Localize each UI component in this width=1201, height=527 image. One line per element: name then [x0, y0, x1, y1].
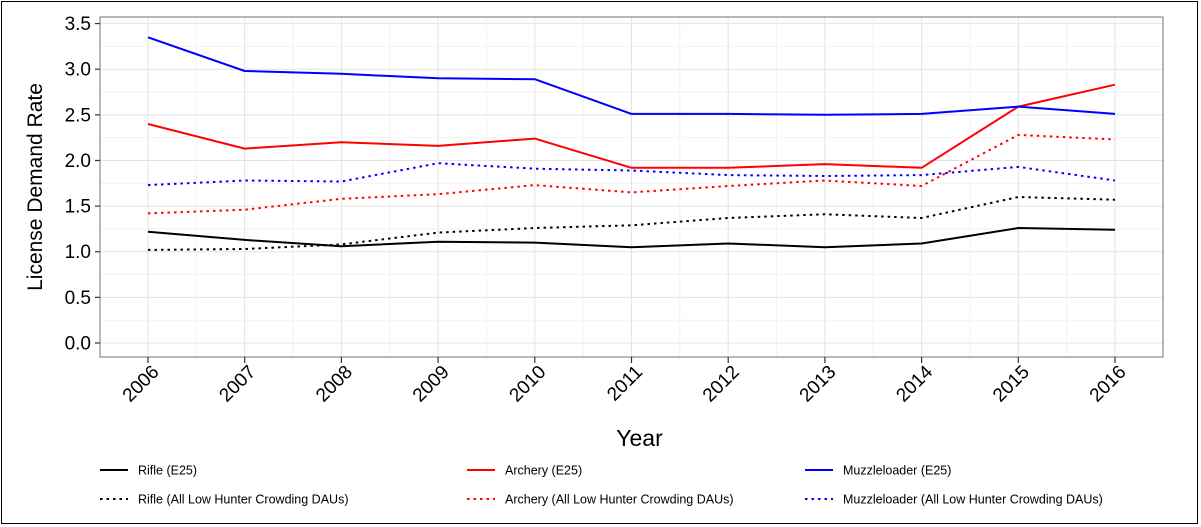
x-tick-label: 2012	[699, 362, 744, 407]
x-axis-label: Year	[616, 425, 663, 451]
x-tick-label: 2008	[312, 362, 357, 407]
legend-label-5: Muzzleloader (All Low Hunter Crowding DA…	[843, 493, 1103, 507]
y-tick-label: 3.5	[65, 14, 91, 35]
legend-label-3: Archery (All Low Hunter Crowding DAUs)	[505, 493, 734, 507]
series-line-5	[147, 162, 1116, 187]
x-tick-label: 2007	[215, 362, 260, 407]
series-line-0	[147, 227, 1116, 249]
x-tick-label: 2010	[506, 362, 551, 407]
x-tick-label: 2015	[989, 362, 1034, 407]
legend: Rifle (E25) Archery (E25) Muzzleloader (E2…	[100, 464, 1103, 507]
y-tick-label: 1.5	[65, 197, 91, 218]
y-tick-label: 1.0	[65, 242, 91, 263]
y-tick-label: 3.0	[65, 60, 91, 81]
x-tick-label: 2014	[892, 361, 937, 406]
x-tick-label: 2013	[796, 362, 841, 407]
series-line-2	[147, 83, 1116, 169]
y-tick-label: 0.0	[65, 334, 91, 355]
series-lines	[147, 36, 1116, 251]
y-axis-label: License Demand Rate	[24, 83, 47, 291]
y-tick-label: 2.5	[65, 105, 91, 126]
axes: 0.0 0.5 1.0 1.5 2.0 2.5 3.0 3.5 2006 2007 2008 2009…	[65, 14, 1131, 406]
y-tick-label: 0.5	[65, 288, 91, 309]
series-line-4	[147, 36, 1116, 116]
series-line-1	[147, 196, 1116, 251]
legend-label-4: Muzzleloader (E25)	[843, 464, 951, 478]
y-tick-label: 2.0	[65, 151, 91, 172]
x-tick-label: 2016	[1086, 362, 1131, 407]
x-tick-label: 2009	[409, 362, 454, 407]
legend-label-0: Rifle (E25)	[138, 464, 197, 478]
x-tick-label: 2011	[603, 362, 647, 406]
legend-label-1: Rifle (All Low Hunter Crowding DAUs)	[138, 493, 348, 507]
x-tick-label: 2006	[119, 362, 164, 407]
legend-label-2: Archery (E25)	[505, 464, 582, 478]
grid	[100, 17, 1163, 357]
